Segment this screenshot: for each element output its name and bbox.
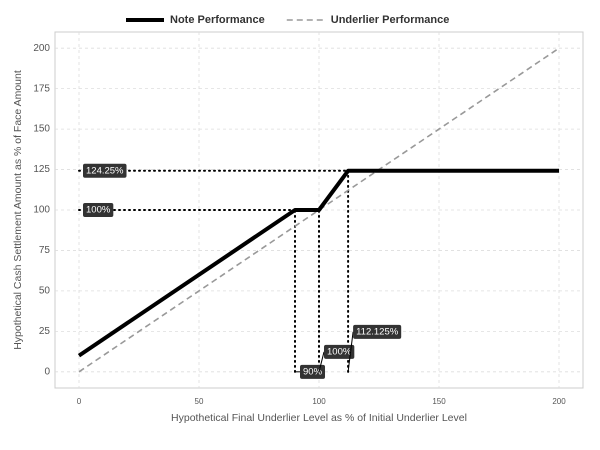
x-tick-label: 0 (77, 397, 82, 406)
y-tick-label: 150 (33, 124, 50, 135)
guide-leader (318, 351, 325, 372)
x-tick-label: 200 (552, 397, 566, 406)
guide-label: 124.25% (86, 165, 124, 176)
series-line (77, 168, 559, 358)
y-tick-label: 0 (44, 366, 50, 377)
guide-label-box (353, 324, 402, 339)
x-tick-label: 50 (195, 397, 204, 406)
y-tick-label: 100 (33, 205, 50, 216)
y-tick-label: 50 (39, 286, 51, 297)
guide-label: 100% (86, 205, 111, 216)
x-tick-label: 100 (312, 397, 326, 406)
y-tick-label: 175 (33, 83, 50, 94)
legend-label: Note Performance (170, 14, 265, 26)
y-tick-label: 75 (39, 245, 51, 256)
x-tick-label: 150 (432, 397, 446, 406)
guide-label: 100% (327, 346, 352, 357)
legend-label: Underlier Performance (331, 14, 450, 26)
guide-label-box (300, 364, 326, 379)
guide-label-box (324, 344, 355, 359)
guide-leader (347, 331, 354, 372)
y-axis-title: Hypothetical Cash Settlement Amount as %… (12, 70, 24, 350)
guide-label-box (83, 203, 114, 217)
series-line (78, 47, 560, 373)
guide-label: 90% (303, 366, 323, 377)
guide-label-box (83, 163, 127, 178)
guide-label: 112.125% (356, 326, 399, 337)
y-tick-label: 125 (33, 164, 50, 175)
x-axis-title: Hypothetical Final Underlier Level as % … (171, 412, 467, 424)
y-tick-label: 200 (33, 43, 50, 54)
y-tick-label: 25 (39, 326, 51, 337)
